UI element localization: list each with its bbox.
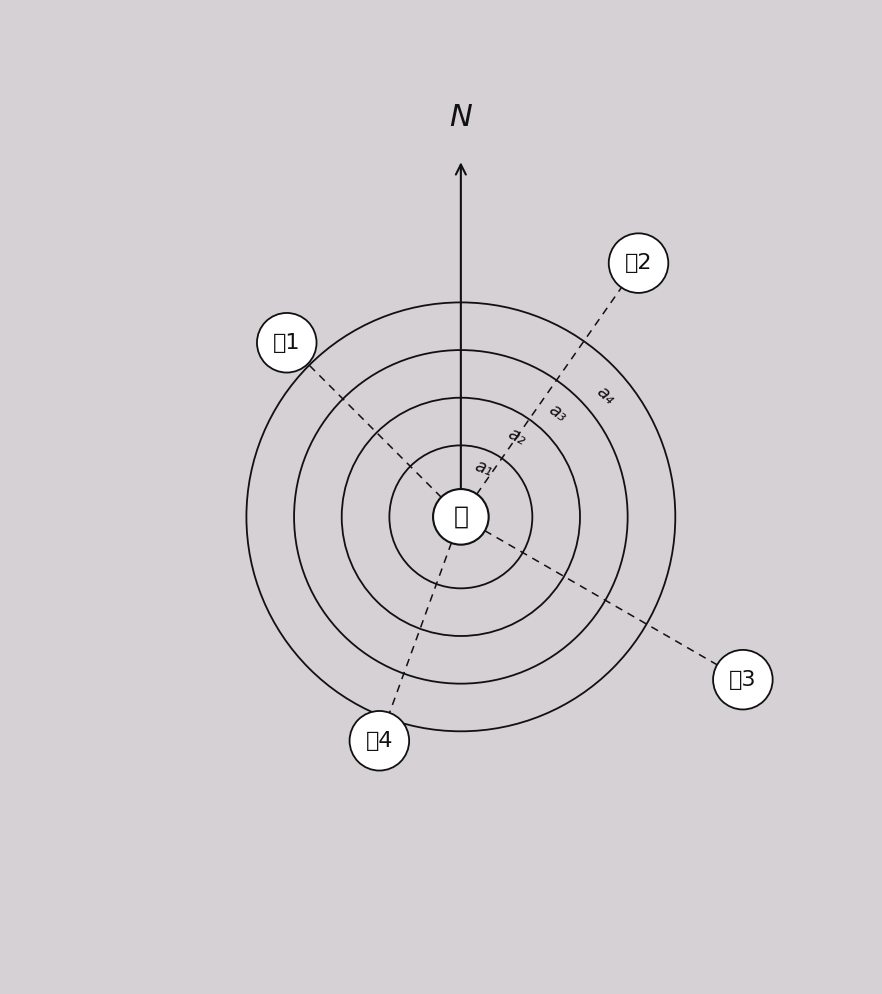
Text: a₂: a₂ <box>505 424 529 449</box>
Text: N: N <box>450 102 472 131</box>
Text: a₁: a₁ <box>472 456 495 480</box>
Circle shape <box>257 313 317 373</box>
Text: a₃: a₃ <box>545 401 570 425</box>
Text: 月3: 月3 <box>729 670 757 690</box>
Circle shape <box>349 711 409 770</box>
Text: 月1: 月1 <box>273 333 301 353</box>
Text: 月2: 月2 <box>624 253 653 273</box>
Circle shape <box>433 489 489 545</box>
Text: 参: 参 <box>453 505 468 529</box>
Circle shape <box>713 650 773 710</box>
Text: 月4: 月4 <box>366 731 393 750</box>
Text: a₄: a₄ <box>593 383 618 409</box>
Circle shape <box>609 234 669 293</box>
